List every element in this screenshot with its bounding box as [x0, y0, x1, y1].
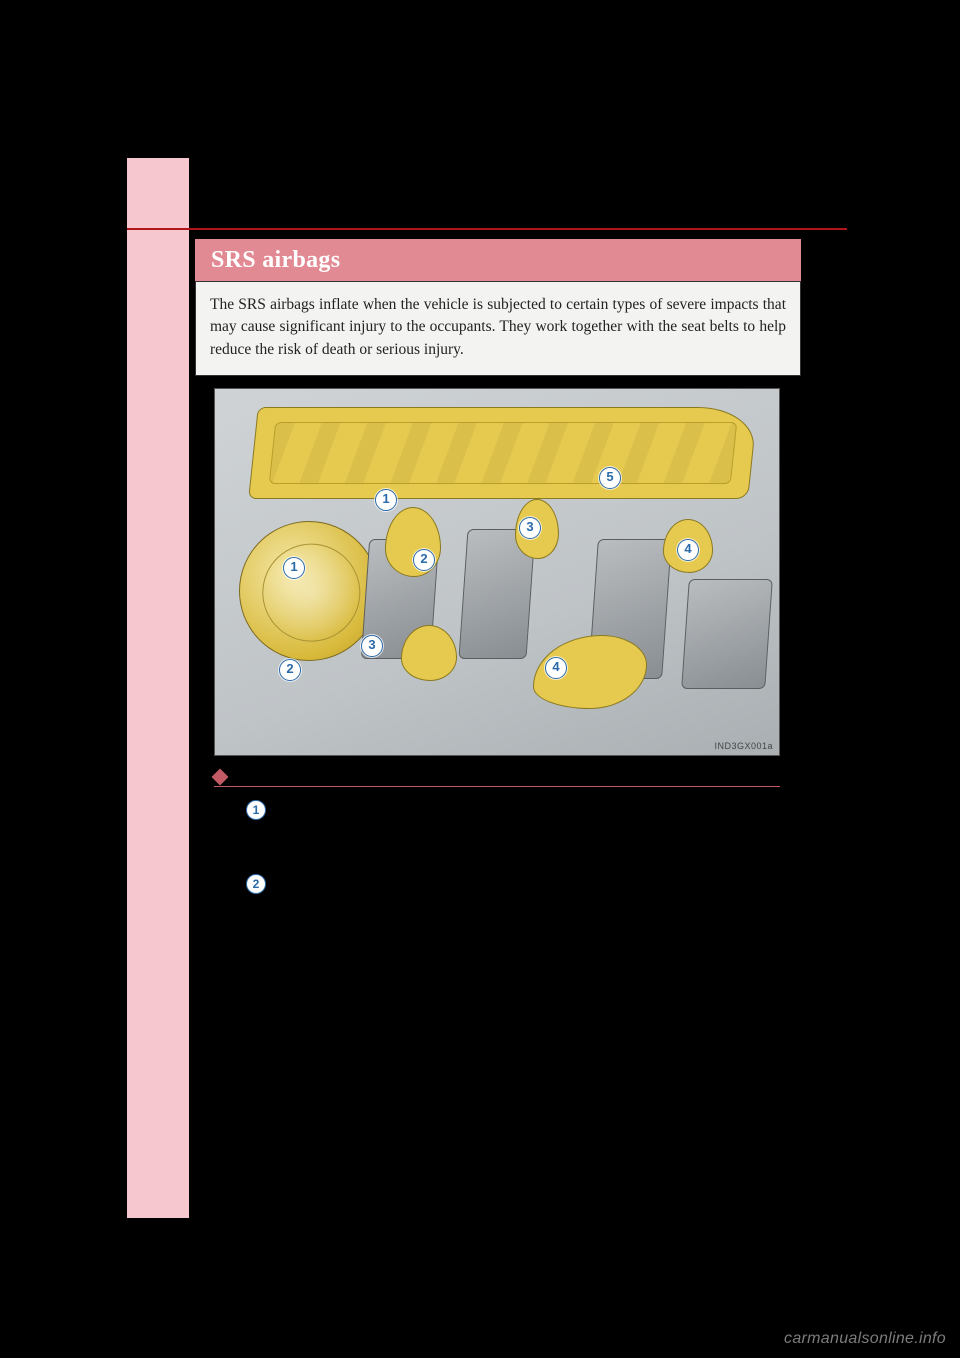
figure-callout: 4	[545, 657, 567, 679]
doc-code-footer: GX460_OM_OM60K80U_(U)	[195, 1197, 801, 1206]
figure-callout: 2	[413, 549, 435, 571]
number-badge-icon: 1	[246, 800, 266, 820]
figure-callout: 4	[677, 539, 699, 561]
header-rule	[127, 228, 847, 230]
list-item: 2 SRS knee airbags	[246, 874, 792, 896]
section-heading-text: SRS airbags	[211, 247, 340, 274]
airbag-diagram: 1 1 2 2 3 3 4 4 5 IND3GX001a	[214, 388, 780, 756]
item-label: SRS knee airbags	[276, 874, 389, 896]
watermark-text: carmanualsonline.info	[784, 1330, 946, 1348]
chapter-sidebar	[127, 158, 189, 1218]
figure-callout: 3	[519, 517, 541, 539]
manual-page: 38 1-1. For safe use SRS airbags The SRS…	[0, 0, 960, 1358]
subsection-underline	[214, 786, 780, 787]
item-label: SRS driver airbag/front passenger airbag	[276, 800, 537, 822]
figure-callout: 1	[375, 489, 397, 511]
number-badge-icon: 2	[246, 874, 266, 894]
subsection-title: SRS front airbags	[234, 768, 348, 786]
page-number: 38	[189, 174, 210, 197]
section-heading-bar: SRS airbags	[195, 239, 801, 281]
list-item: 1 SRS driver airbag/front passenger airba…	[246, 800, 792, 822]
breadcrumb: 1-1. For safe use	[255, 182, 348, 198]
curtain-airbag-shape	[248, 407, 758, 499]
figure-container: 1 1 2 2 3 3 4 4 5 IND3GX001a	[214, 388, 780, 756]
seat-shape	[681, 579, 773, 689]
figure-callout: 1	[283, 557, 305, 579]
figure-callout: 5	[599, 467, 621, 489]
diamond-bullet-icon	[212, 769, 229, 786]
figure-callout: 3	[361, 635, 383, 657]
airbag-shape	[401, 625, 457, 681]
item-description: Can help protect the head and chest of t…	[276, 824, 792, 866]
figure-code: IND3GX001a	[714, 741, 773, 751]
item-description: Can help provide driver and front passen…	[276, 898, 792, 919]
subsection-row: SRS front airbags	[214, 768, 780, 786]
intro-box: The SRS airbags inflate when the vehicle…	[195, 281, 801, 376]
intro-text: The SRS airbags inflate when the vehicle…	[210, 294, 786, 361]
figure-callout: 2	[279, 659, 301, 681]
